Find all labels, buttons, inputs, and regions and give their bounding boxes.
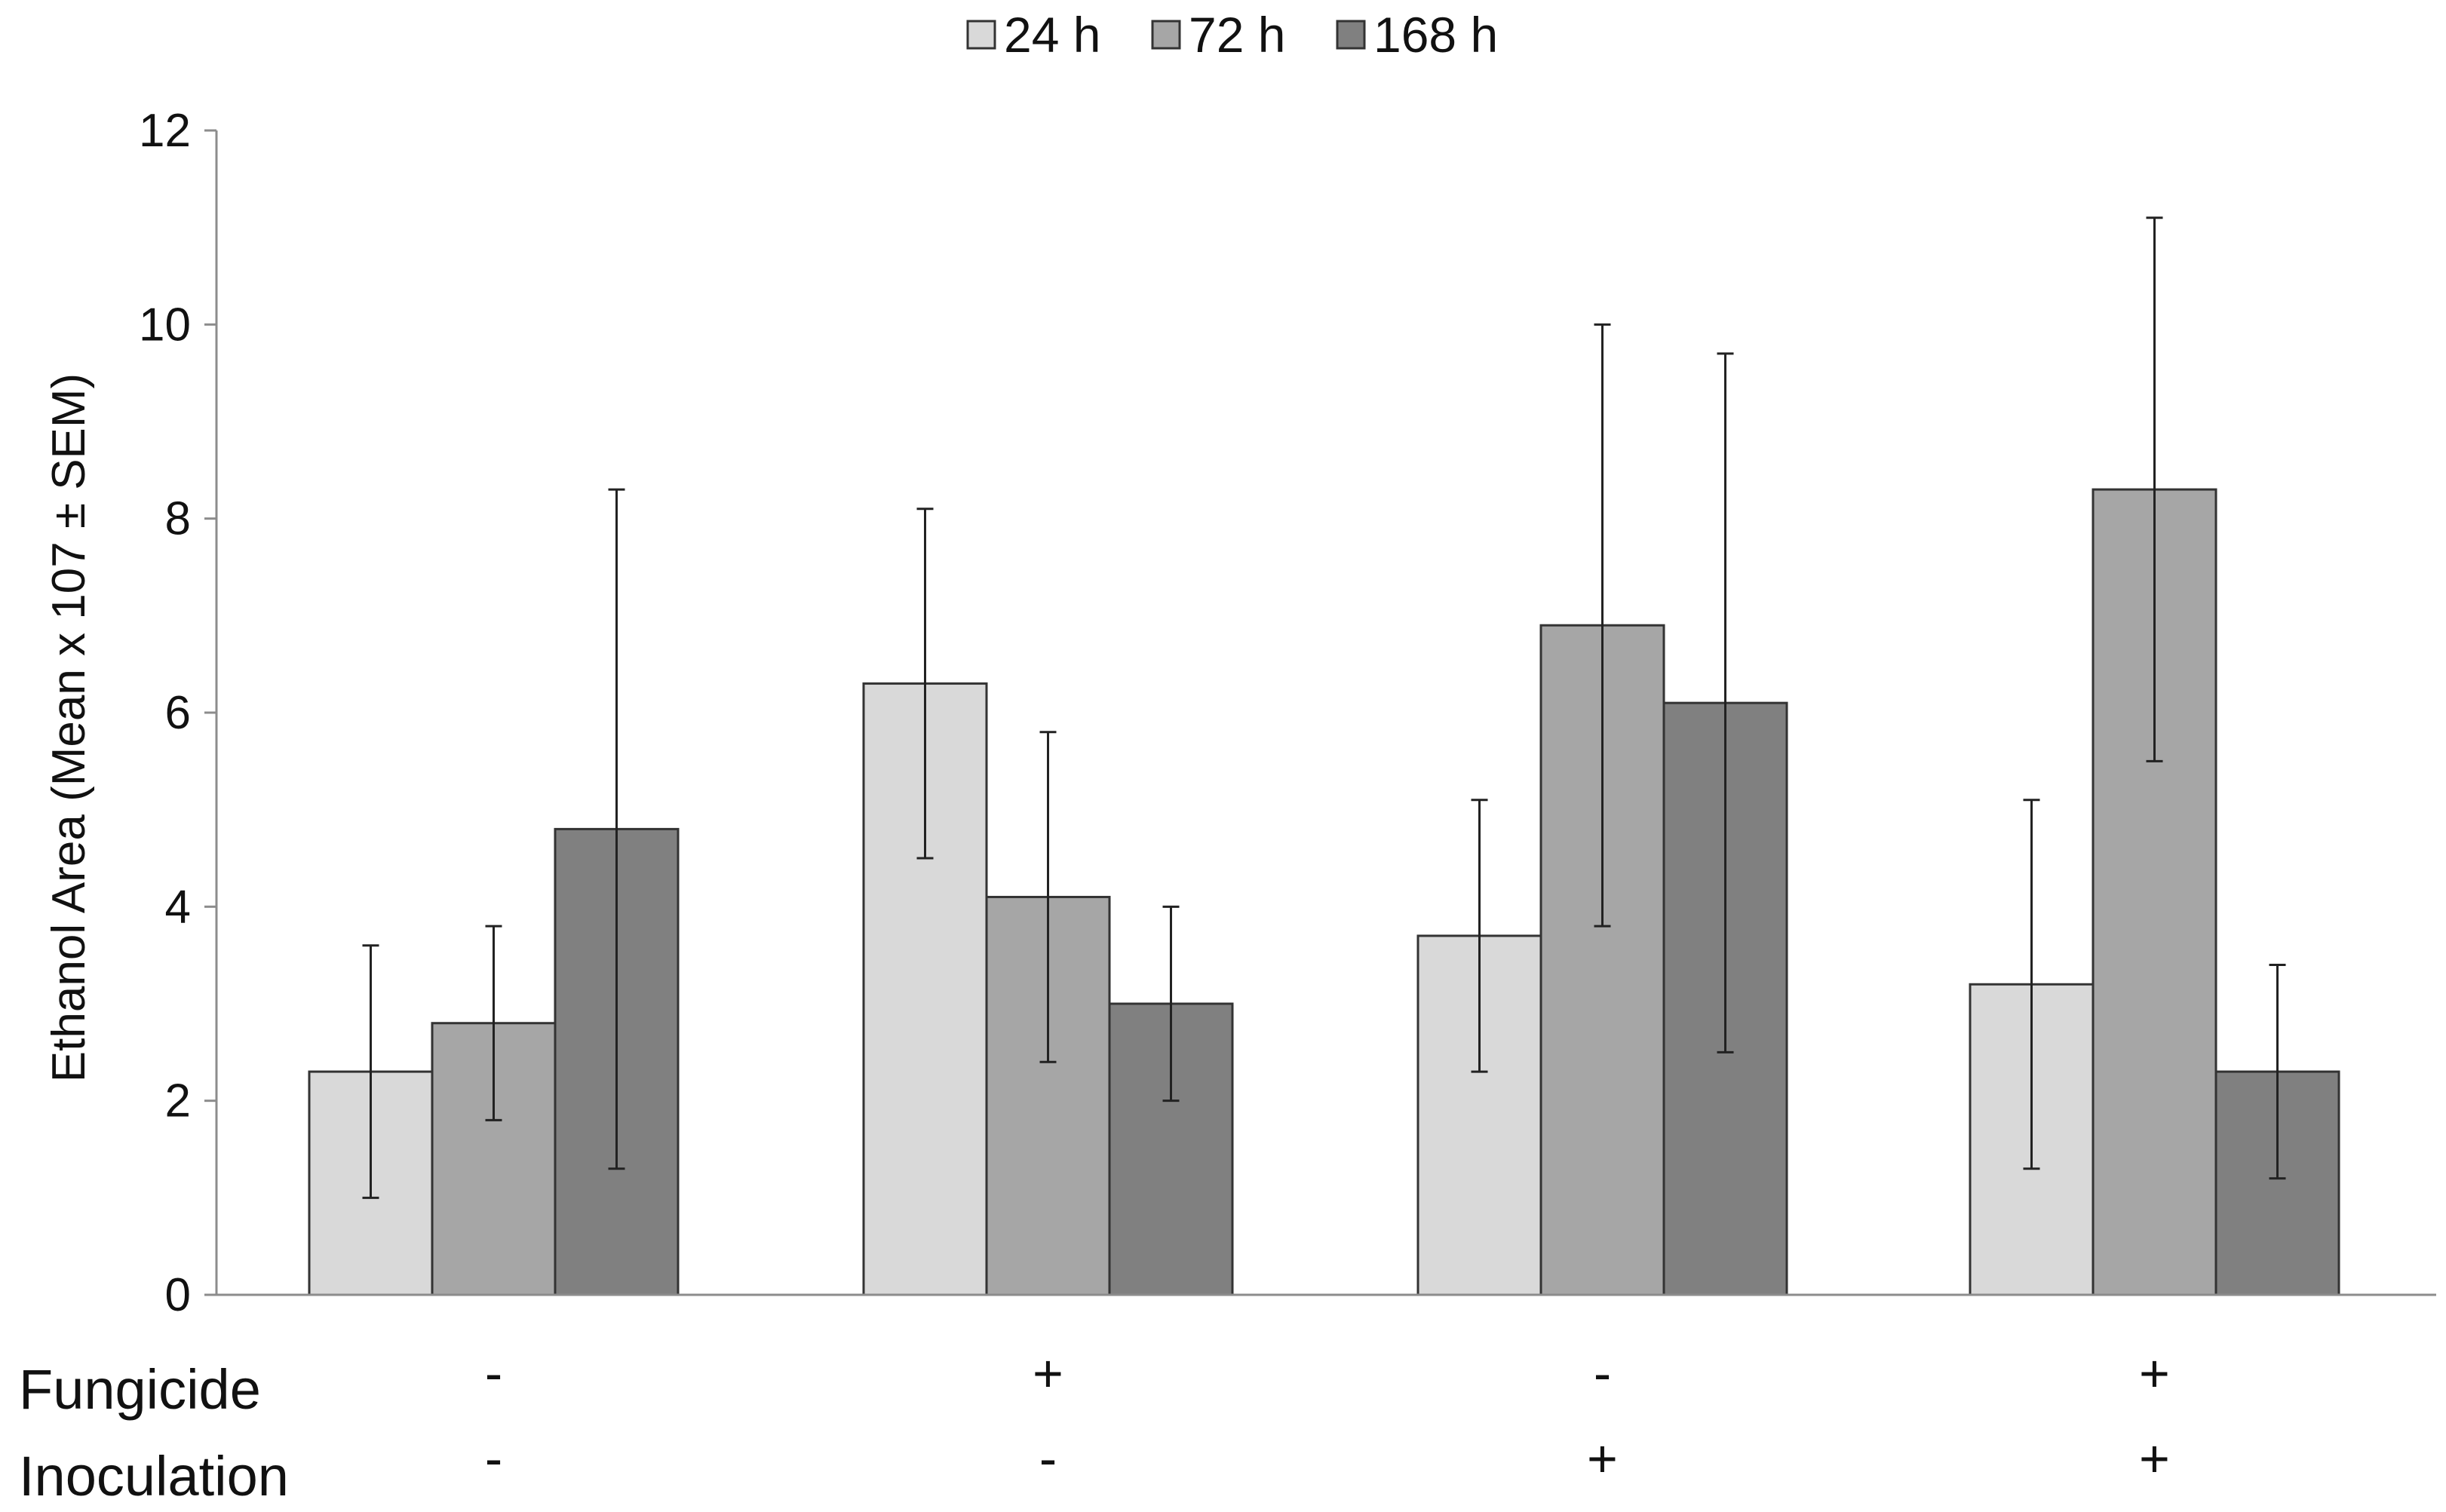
y-tick-label: 8 <box>165 493 191 545</box>
legend-label: 168 h <box>1373 7 1498 63</box>
legend-item: 24 h <box>966 7 1100 63</box>
y-tick-label: 6 <box>165 687 191 739</box>
legend-swatch <box>1151 20 1181 50</box>
inoculation-value: - <box>1039 1429 1057 1488</box>
legend-item: 168 h <box>1336 7 1498 63</box>
legend-label: 72 h <box>1189 7 1285 63</box>
fungicide-value: + <box>2139 1344 2170 1403</box>
y-tick-label: 4 <box>165 881 191 933</box>
y-tick-label: 0 <box>165 1269 191 1321</box>
y-axis-title: Ethanol Area (Mean x 107 ± SEM) <box>43 373 95 1082</box>
inoculation-row-label: Inoculation <box>19 1445 289 1507</box>
fungicide-value: - <box>1594 1344 1611 1403</box>
fungicide-value: - <box>485 1344 502 1403</box>
legend-item: 72 h <box>1151 7 1285 63</box>
y-tick-label: 10 <box>139 299 191 351</box>
legend-swatch <box>966 20 996 50</box>
inoculation-value: + <box>1587 1429 1618 1488</box>
inoculation-value: + <box>2139 1429 2170 1488</box>
y-tick-label: 12 <box>139 105 191 157</box>
bars <box>308 488 2340 1296</box>
fungicide-row-label: Fungicide <box>19 1358 261 1421</box>
legend-label: 24 h <box>1004 7 1100 63</box>
legend: 24 h 72 h 168 h <box>966 7 1498 63</box>
factor-table: Fungicide Inoculation - - + - - + + + <box>19 1344 2170 1507</box>
fungicide-value: + <box>1033 1344 1063 1403</box>
y-tick-label: 2 <box>165 1075 191 1127</box>
error-bars <box>362 216 2286 1199</box>
inoculation-value: - <box>485 1429 502 1488</box>
legend-swatch <box>1336 20 1366 50</box>
y-axis: 0 2 4 6 8 10 12 <box>139 105 218 1321</box>
